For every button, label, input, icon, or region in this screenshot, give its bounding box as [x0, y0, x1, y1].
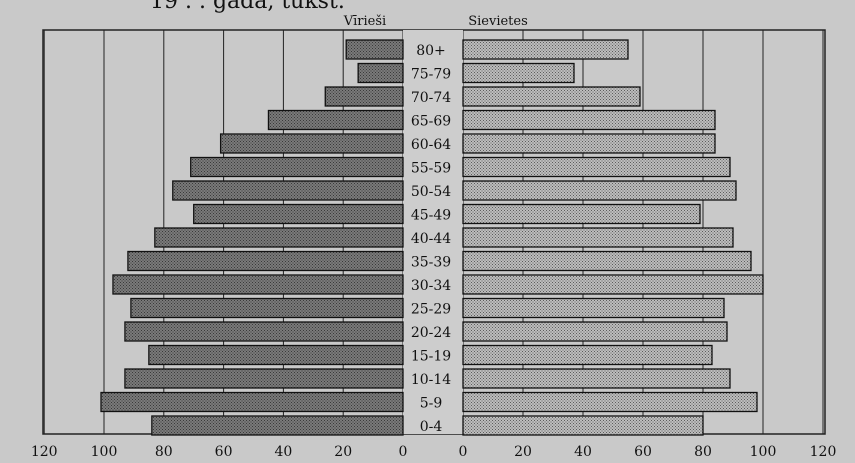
- grid-lines: [43, 30, 824, 434]
- age-label: 30-34: [411, 278, 451, 294]
- age-label: 45-49: [411, 208, 451, 224]
- age-label: 65-69: [411, 114, 451, 130]
- bar-left-70-74: [324, 86, 404, 107]
- age-label: 15-19: [411, 349, 451, 365]
- bar-left-25-29: [130, 297, 404, 319]
- x-tick-label-left: 0: [399, 444, 408, 460]
- x-tick-label-left: 120: [31, 444, 58, 460]
- bar-right-60-64: [462, 133, 716, 154]
- age-label: 0-4: [420, 419, 443, 435]
- x-tick-label-right: 80: [694, 444, 712, 460]
- x-tick-label-left: 40: [274, 444, 292, 460]
- bar-right-10-14: [462, 368, 731, 389]
- bar-right-50-54: [462, 180, 737, 201]
- bar-left-35-39: [127, 250, 404, 272]
- x-tick-label-right: 100: [750, 444, 777, 460]
- bar-left-5-9: [100, 391, 404, 413]
- age-label: 60-64: [411, 137, 451, 153]
- bar-right-75-79: [462, 62, 575, 84]
- age-label: 5-9: [420, 396, 443, 412]
- bar-right-0-4: [462, 415, 704, 436]
- bar-right-65-69: [462, 109, 716, 131]
- x-tick-label-right: 120: [810, 444, 837, 460]
- bar-right-5-9: [462, 391, 758, 413]
- legend-label-left: Vīrieši: [343, 14, 386, 29]
- bar-left-50-54: [172, 180, 404, 201]
- bar-right-35-39: [462, 250, 752, 272]
- x-tick-label-left: 20: [334, 444, 352, 460]
- bar-right-20-24: [462, 321, 728, 342]
- bar-right-45-49: [462, 203, 701, 225]
- bar-left-80+: [345, 39, 404, 60]
- bar-right-30-34: [462, 274, 764, 295]
- x-tick-label-right: 60: [634, 444, 652, 460]
- x-tick-label-right: 40: [574, 444, 592, 460]
- bar-left-45-49: [193, 203, 404, 225]
- age-label: 80+: [416, 43, 446, 59]
- bar-left-20-24: [124, 321, 404, 342]
- bar-right-25-29: [462, 297, 725, 319]
- x-tick-label-right: 0: [459, 444, 468, 460]
- bar-left-30-34: [112, 274, 404, 295]
- bar-right-15-19: [462, 344, 713, 366]
- age-label-column: [403, 30, 463, 434]
- x-tick-label-left: 60: [215, 444, 233, 460]
- age-label: 50-54: [411, 184, 451, 200]
- age-label: 10-14: [411, 372, 451, 388]
- age-label: 70-74: [411, 90, 451, 106]
- age-label: 55-59: [411, 161, 451, 177]
- bar-left-10-14: [124, 368, 404, 389]
- bar-left-60-64: [219, 133, 404, 154]
- bar-right-40-44: [462, 227, 734, 248]
- bar-left-15-19: [148, 344, 404, 366]
- x-tick-labels-group: 120 100 80 60 40 20 0 0 20 40 60 80 100 120: [31, 444, 837, 460]
- bar-right-80+: [462, 39, 629, 60]
- bar-left-0-4: [151, 415, 404, 436]
- bar-right-55-59: [462, 156, 731, 178]
- age-label: 20-24: [411, 325, 451, 341]
- bar-left-75-79: [357, 62, 404, 84]
- legend-label-right: Sievietes: [468, 14, 528, 29]
- age-labels-group: 80+ 75-79 70-74 65-69 60-64 55-59 50-54 45-49 40…: [411, 43, 451, 435]
- age-label: 25-29: [411, 302, 451, 318]
- x-tick-label-left: 80: [155, 444, 173, 460]
- bar-left-40-44: [154, 227, 404, 248]
- age-label: 75-79: [411, 67, 451, 83]
- bar-left-65-69: [267, 109, 404, 131]
- bars-group: [100, 39, 764, 436]
- bar-right-70-74: [462, 86, 641, 107]
- age-label: 35-39: [411, 255, 451, 271]
- age-label: 40-44: [411, 231, 451, 247]
- caption-fragment: 19 . . gadā, tūkst.: [150, 0, 345, 14]
- x-tick-label-left: 100: [91, 444, 118, 460]
- bar-left-55-59: [190, 156, 404, 178]
- x-tick-label-right: 20: [514, 444, 532, 460]
